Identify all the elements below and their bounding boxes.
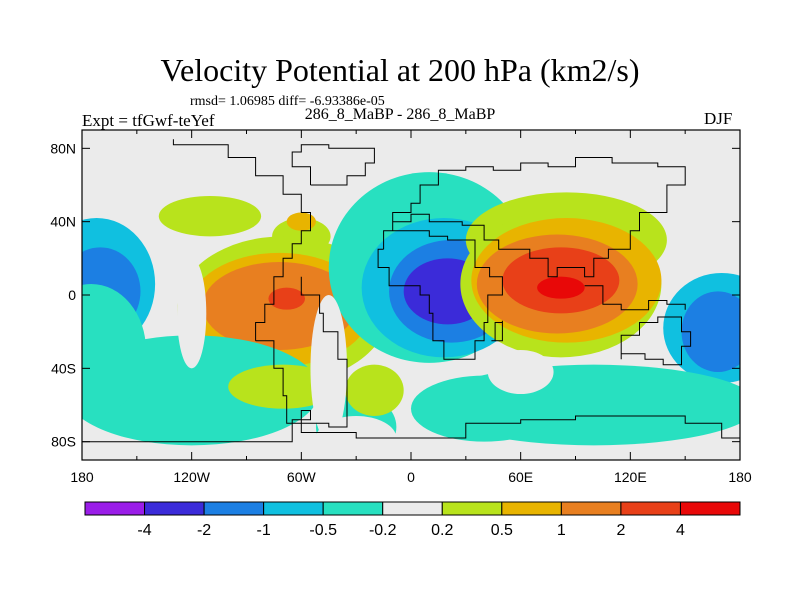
x-tick-label: 0 (407, 469, 415, 485)
x-tick-label: 120W (173, 469, 210, 485)
coast-south-america-east (255, 276, 348, 428)
coast-africa (377, 230, 503, 360)
coast-americas (172, 139, 311, 341)
colorbar-label: 0.5 (491, 522, 513, 539)
colorbar-swatch (84, 501, 146, 516)
colorbar-label: -2 (197, 522, 211, 539)
y-tick-label: 0 (68, 287, 76, 303)
colorbar-label: 0.2 (431, 522, 453, 539)
experiment-label: Expt = tfGwf-teYef (82, 111, 215, 130)
coast-antarctica (82, 410, 740, 443)
contour-gap-light3 (487, 350, 554, 394)
contour-south-atlantic-green (345, 364, 404, 417)
colorbar-swatch (144, 501, 205, 516)
colorbar-swatch (203, 501, 265, 516)
colorbar-label: 4 (676, 522, 685, 539)
colorbar-swatch (263, 501, 324, 516)
y-tick-label: 80S (51, 434, 76, 450)
y-tick-label: 40S (51, 360, 76, 376)
contour-east-max (537, 276, 585, 299)
y-tick-label: 40N (50, 214, 76, 230)
colorbar-swatch (620, 501, 681, 516)
colorbar-label: 2 (616, 522, 625, 539)
chart-title: Velocity Potential at 200 hPa (km2/s) (160, 52, 640, 88)
coast-maritime (584, 285, 686, 311)
colorbar-label: -0.5 (309, 522, 337, 539)
contour-gap-light2 (310, 295, 348, 442)
coast-australia (620, 316, 692, 366)
colorbar-label: -0.2 (369, 522, 397, 539)
coast-greenland (291, 144, 375, 186)
colorbar-swatch (382, 501, 443, 516)
contour-gap-light (177, 258, 207, 369)
colorbar-swatch (322, 501, 384, 516)
stats-label: rmsd= 1.06985 diff= -6.93386e-05 (190, 94, 385, 109)
colorbar-label: 1 (557, 522, 566, 539)
colorbar-swatch (441, 501, 503, 516)
x-tick-label: 180 (728, 469, 752, 485)
colorbar-swatch (501, 501, 562, 516)
y-tick-label: 80N (50, 140, 76, 156)
x-tick-label: 60E (508, 469, 533, 485)
colorbar-swatch (679, 501, 741, 516)
x-tick-label: 120E (614, 469, 647, 485)
x-tick-label: 60W (287, 469, 317, 485)
contour-north-pacific-green (158, 196, 262, 237)
colorbar-label: -4 (137, 522, 151, 539)
comparison-label: 286_8_MaBP - 286_8_MaBP (304, 106, 496, 123)
coast-madagascar (491, 320, 503, 342)
x-tick-label: 180 (70, 469, 94, 485)
colorbar-swatch (560, 501, 622, 516)
season-label: DJF (704, 109, 733, 128)
contour-west-pacific-teal (82, 284, 146, 416)
contour-north-pacific-yellow (286, 212, 316, 231)
coast-eurasia (392, 157, 686, 278)
contour-east-indian-blue (681, 291, 740, 372)
contour-pacific-max (268, 287, 305, 310)
colorbar-label: -1 (257, 522, 271, 539)
